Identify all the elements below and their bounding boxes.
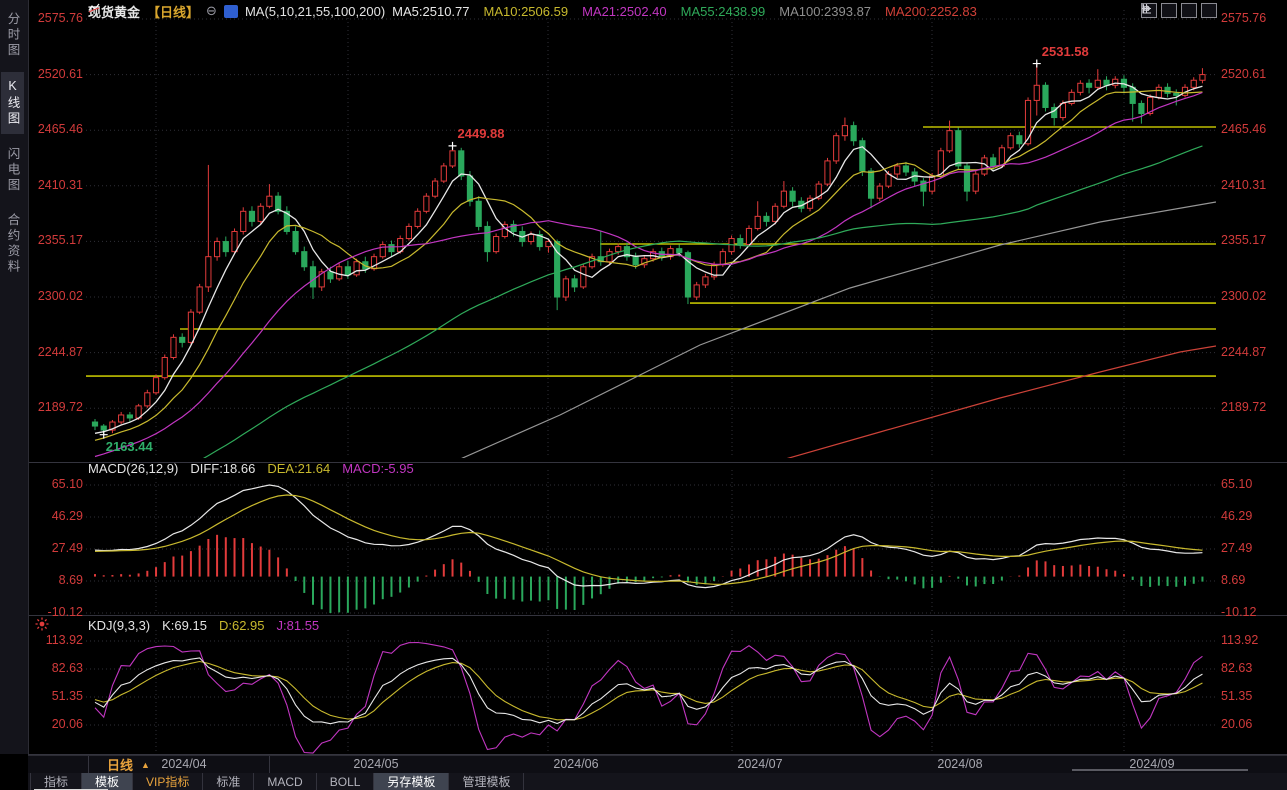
y-axis-scale-icon[interactable] (1142, 3, 1177, 18)
axis-tick-label: 27.49 (51, 541, 83, 555)
axis-tick-label: 2300.02 (37, 288, 83, 303)
time-axis-label: 2024/09 (1129, 757, 1175, 771)
macd-diff-value: DIFF:18.66 (190, 461, 256, 476)
tab-BOLL[interactable]: BOLL (317, 773, 375, 790)
collapse-icon[interactable]: ⊖ (206, 3, 217, 18)
axis-tick-label: 113.92 (45, 633, 83, 647)
axis-tick-label: 8.69 (58, 573, 83, 587)
time-axis-label: 2024/06 (553, 757, 599, 771)
chart-toolbar (1141, 3, 1217, 18)
axis-tick-label: 2244.87 (1221, 344, 1267, 359)
axis-tick-label: 27.49 (1221, 541, 1253, 555)
price-annotation: 2449.88 (457, 125, 505, 141)
axis-tick-label: 2575.76 (37, 10, 83, 25)
ma-settings-label: MA(5,10,21,55,100,200) (244, 3, 386, 19)
price-annotation: 2163.44 (105, 438, 153, 454)
kdj-d-value: D:62.95 (218, 618, 265, 633)
period-selector-label: 日线 (107, 758, 134, 773)
chevron-up-icon: ▲ (141, 759, 150, 770)
kdj-j-value: J:81.55 (276, 618, 320, 633)
kline-style-icon[interactable] (88, 3, 238, 18)
time-axis-label: 2024/08 (937, 757, 983, 771)
ma-legend-value: MA55:2438.99 (680, 3, 766, 19)
axis-tick-label: 2520.61 (37, 66, 83, 81)
tab-标准[interactable]: 标准 (203, 773, 255, 790)
time-axis-label: 2024/04 (161, 757, 207, 771)
time-axis-bar: 日线 ▲ 2024/04 2024/05 2024/06 2024/07 2024/08… (28, 755, 1287, 774)
axis-tick-label: 2520.61 (1221, 66, 1267, 81)
axis-tick-label: 46.29 (51, 509, 83, 523)
tab-MACD[interactable]: MACD (254, 773, 317, 790)
axis-tick-label: -10.12 (1221, 605, 1257, 619)
axis-tick-label: 65.10 (51, 477, 83, 491)
axis-tick-label: 20.06 (51, 717, 83, 731)
axis-tick-label: 113.92 (1221, 633, 1259, 647)
macd-title: MACD(26,12,9) (88, 461, 179, 476)
axis-tick-label: 20.06 (1221, 717, 1253, 731)
tab-模板[interactable]: 模板 (82, 773, 134, 790)
macd-header: MACD(26,12,9) DIFF:18.66 DEA:21.64 MACD:… (88, 461, 414, 476)
crosshair-pan-icon[interactable] (1141, 3, 1157, 18)
price-annotation: 2531.58 (1041, 43, 1089, 59)
tab-指标[interactable]: 指标 (30, 773, 83, 790)
kdj-panel-area[interactable] (86, 630, 1216, 753)
axis-tick-label: 51.35 (1221, 689, 1253, 703)
axis-tick-label: 8.69 (1221, 573, 1246, 587)
time-axis-label: 2024/07 (737, 757, 783, 771)
scroll-indicator[interactable] (1072, 769, 1248, 771)
ma-legend-value: MA200:2252.83 (885, 3, 977, 19)
pan-right-icon[interactable] (1142, 3, 1217, 18)
axis-tick-label: 82.63 (51, 661, 83, 675)
ma-legend-value: MA21:2502.40 (582, 3, 667, 19)
axis-tick-label: 2575.76 (1221, 10, 1267, 25)
axis-tick-label: 82.63 (1221, 661, 1253, 675)
chart-header: 现货黄金 【日线】 ⊖ MA(5,10,21,55,100,200) MA5:2… (88, 2, 977, 20)
tab-VIP指标[interactable]: VIP指标 (133, 773, 204, 790)
axis-tick-label: -10.12 (47, 605, 83, 619)
sidebar-item-闪电图[interactable]: 闪电图 (5, 146, 20, 194)
x-axis-scale-icon[interactable] (1142, 3, 1197, 18)
macd-panel-area[interactable] (86, 470, 1216, 613)
main-chart-area[interactable] (86, 10, 1216, 458)
axis-tick-label: 2465.46 (37, 122, 83, 137)
period-title: 【日线】 (147, 4, 200, 20)
axis-tick-label: 2355.17 (37, 233, 83, 248)
kdj-title: KDJ(9,3,3) (88, 618, 151, 633)
period-selector[interactable]: 日线 ▲ (88, 756, 270, 773)
axis-tick-label: 2465.46 (1221, 122, 1267, 137)
axis-tick-label: 2189.72 (1221, 400, 1267, 415)
indicator-tab-bar: 指标 模板 VIP指标 标准 MACD BOLL 另存模板 管理模板 (28, 773, 1287, 790)
kdj-header: KDJ(9,3,3) K:69.15 D:62.95 J:81.55 (88, 618, 319, 633)
sidebar-item-分时图[interactable]: 分时图 (5, 12, 20, 59)
chart-type-sidebar: 分时图 K线图闪电图合约资料 (0, 0, 29, 754)
axis-tick-label: 2244.87 (37, 344, 83, 359)
axis-tick-label: 51.35 (51, 689, 83, 703)
axis-tick-label: 2410.31 (1221, 177, 1267, 192)
macd-dea-value: DEA:21.64 (267, 461, 331, 476)
kdj-k-value: K:69.15 (162, 618, 207, 633)
ma-legend-value: MA5:2510.77 (392, 3, 470, 19)
axis-tick-label: 65.10 (1221, 477, 1253, 491)
axis-tick-label: 46.29 (1221, 509, 1253, 523)
tab-另存模板[interactable]: 另存模板 (374, 773, 450, 790)
axis-tick-label: 2355.17 (1221, 233, 1267, 248)
axis-tick-label: 2300.02 (1221, 288, 1267, 303)
macd-macd-value: MACD:-5.95 (342, 461, 414, 476)
time-axis-label: 2024/05 (353, 757, 399, 771)
ma-legend-value: MA10:2506.59 (483, 3, 569, 19)
ma-legend-value: MA100:2393.87 (779, 3, 872, 19)
sidebar-item-K线图[interactable]: K线图 (1, 71, 24, 134)
ma-legend: MA5:2510.77 MA10:2506.59 MA21:2502.40 MA55:… (392, 4, 977, 19)
symbol-title: 现货黄金 (88, 4, 141, 20)
sidebar-item-合约资料[interactable]: 合约资料 (5, 213, 20, 275)
tab-管理模板[interactable]: 管理模板 (449, 773, 525, 790)
axis-tick-label: 2410.31 (37, 177, 83, 192)
axis-tick-label: 2189.72 (37, 400, 83, 415)
